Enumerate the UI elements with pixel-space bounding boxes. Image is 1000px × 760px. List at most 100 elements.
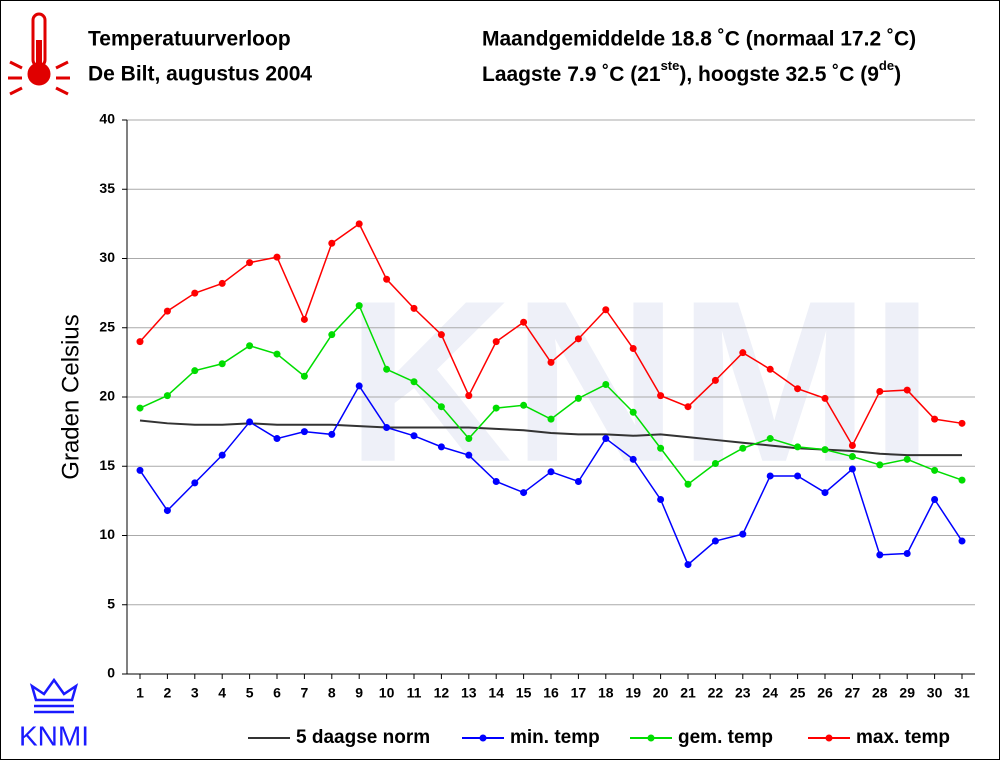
- y-tick-label: 25: [99, 318, 115, 334]
- x-tick-label: 5: [246, 685, 254, 701]
- x-tick-label: 6: [273, 685, 281, 701]
- data-point: [629, 408, 637, 416]
- data-point: [684, 403, 692, 411]
- chart-title: Temperatuurverloop: [88, 28, 291, 51]
- stats: Maandgemiddelde 18.8 ˚C (normaal 17.2 ˚C…: [482, 28, 916, 51]
- x-tick-label: 8: [328, 685, 336, 701]
- y-tick-label: 5: [107, 595, 115, 611]
- data-point: [273, 435, 281, 443]
- data-point: [547, 468, 555, 476]
- x-tick-label: 9: [355, 685, 363, 701]
- data-point: [163, 507, 171, 515]
- data-point: [465, 451, 473, 459]
- data-point: [410, 432, 418, 440]
- data-point: [136, 466, 144, 474]
- data-point: [246, 342, 254, 350]
- data-point: [191, 479, 199, 487]
- knmi-crown: [29, 677, 79, 714]
- data-point: [437, 443, 445, 451]
- x-tick-label: 15: [516, 685, 532, 701]
- data-point: [739, 530, 747, 538]
- data-point: [903, 550, 911, 558]
- data-point: [711, 459, 719, 467]
- data-point: [465, 392, 473, 400]
- extremes-text: ), hoogste 32.5 ˚C (9: [679, 63, 879, 86]
- data-point: [903, 386, 911, 394]
- data-point: [876, 551, 884, 559]
- y-tick-label: 20: [99, 388, 115, 404]
- legend-marker: [479, 734, 487, 742]
- data-point: [876, 461, 884, 469]
- x-tick-label: 24: [762, 685, 778, 701]
- data-point: [574, 394, 582, 402]
- data-point: [848, 441, 856, 449]
- data-point: [163, 307, 171, 315]
- y-axis-label: Graden Celsius: [57, 314, 84, 479]
- data-point: [684, 561, 692, 569]
- data-point: [766, 435, 774, 443]
- data-point: [355, 382, 363, 390]
- x-tick-label: 17: [571, 685, 587, 701]
- data-point: [821, 489, 829, 497]
- data-point: [300, 372, 308, 380]
- data-point: [766, 472, 774, 480]
- x-tick-label: 30: [927, 685, 943, 701]
- data-point: [383, 365, 391, 373]
- x-tick-label: 29: [899, 685, 915, 701]
- data-point: [328, 331, 336, 339]
- x-tick-label: 16: [543, 685, 559, 701]
- x-tick-label: 7: [301, 685, 309, 701]
- x-tick-label: 12: [434, 685, 450, 701]
- data-point: [821, 446, 829, 454]
- x-tick-label: 23: [735, 685, 751, 701]
- data-point: [410, 378, 418, 386]
- x-tick-label: 14: [488, 685, 504, 701]
- y-tick-label: 10: [99, 526, 115, 542]
- data-point: [492, 477, 500, 485]
- data-point: [602, 306, 610, 314]
- extremes: Laagste 7.9 ˚C (21ste), hoogste 32.5 ˚C …: [482, 58, 901, 85]
- data-point: [711, 537, 719, 545]
- data-point: [657, 444, 665, 452]
- data-point: [273, 253, 281, 261]
- data-point: [328, 239, 336, 247]
- data-point: [191, 289, 199, 297]
- data-point: [739, 444, 747, 452]
- data-point: [520, 318, 528, 326]
- data-point: [848, 465, 856, 473]
- x-tick-label: 19: [625, 685, 641, 701]
- data-point: [958, 476, 966, 484]
- x-tick-label: 20: [653, 685, 669, 701]
- data-point: [246, 418, 254, 426]
- x-tick-label: 31: [954, 685, 970, 701]
- data-point: [520, 489, 528, 497]
- x-tick-label: 22: [708, 685, 724, 701]
- extremes-sup: ste: [661, 58, 680, 73]
- data-point: [218, 360, 226, 368]
- x-tick-label: 1: [136, 685, 144, 701]
- data-point: [931, 495, 939, 503]
- data-point: [218, 279, 226, 287]
- x-tick-label: 10: [379, 685, 395, 701]
- x-tick-label: 3: [191, 685, 199, 701]
- data-point: [821, 394, 829, 402]
- data-point: [794, 385, 802, 393]
- data-point: [355, 302, 363, 310]
- data-point: [711, 376, 719, 384]
- data-point: [465, 435, 473, 443]
- x-tick-label: 21: [680, 685, 696, 701]
- data-point: [794, 443, 802, 451]
- data-point: [520, 401, 528, 409]
- y-tick-label: 40: [99, 111, 115, 127]
- data-point: [657, 495, 665, 503]
- data-point: [163, 392, 171, 400]
- y-tick-label: 30: [99, 249, 115, 265]
- data-point: [547, 358, 555, 366]
- legend-label: max. temp: [856, 727, 950, 748]
- data-point: [410, 304, 418, 312]
- legend-label: 5 daagse norm: [296, 727, 430, 748]
- data-point: [903, 455, 911, 463]
- y-tick-label: 0: [107, 665, 115, 681]
